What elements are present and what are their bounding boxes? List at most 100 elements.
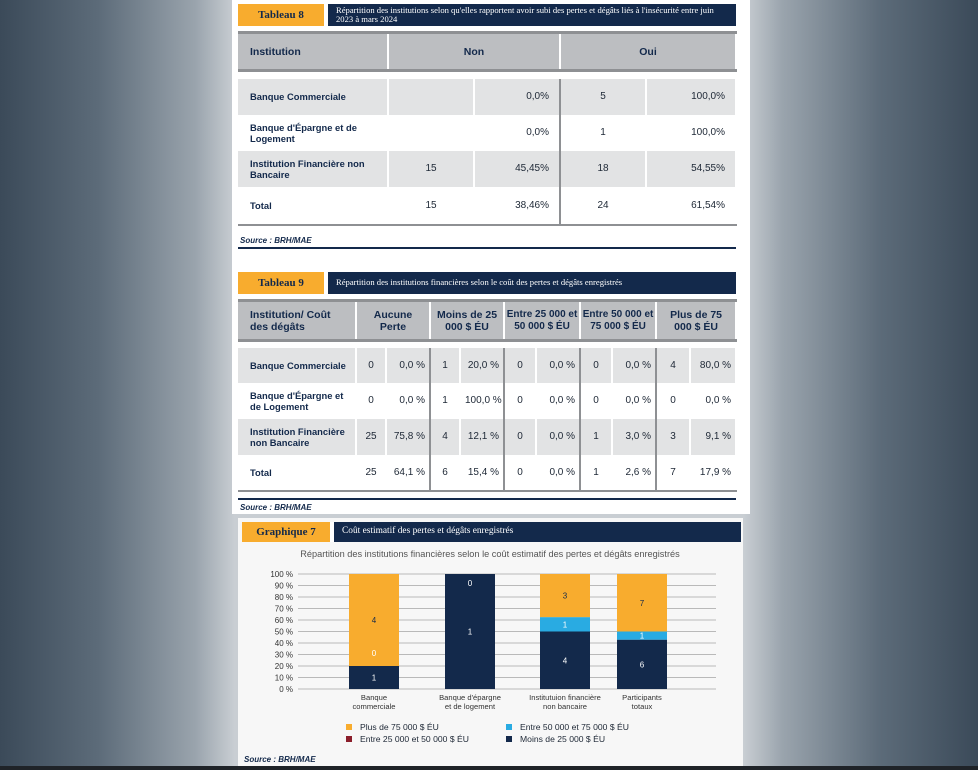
tableau8-table: Institution Non Oui Banque Commerciale 0… (238, 31, 738, 226)
cell: 0,0 % (536, 347, 582, 383)
cell: 15,4 % (460, 454, 506, 492)
graphique7-caption: Graphique 7 Coût estimatif des pertes et… (242, 522, 741, 542)
bar-segment (617, 574, 667, 632)
tableau9-header-plus: Plus de 75 000 $ ÉU (656, 299, 738, 342)
table-row-total: Total 25 64,1 % 6 15,4 % 0 0,0 % 1 2,6 % 7 17,9 % (238, 454, 738, 492)
table-row: Banque d'Épargne et de Logement 0,0% 1 1… (238, 114, 738, 151)
data-label: 7 (640, 599, 645, 608)
x-tick-label: Participants totaux (622, 693, 662, 711)
cell: 4 (430, 418, 461, 455)
cell: 0 (504, 347, 538, 383)
report-page-tables: Tableau 8 Répartition des institutions s… (232, 0, 750, 514)
tableau9-bottom-rule (238, 498, 736, 500)
y-tick-label: 40 % (275, 639, 293, 648)
cell: 0,0 % (536, 382, 582, 419)
y-tick-label: 30 % (275, 651, 293, 660)
data-label: 0 (372, 649, 377, 658)
cell: 80,0 % (690, 347, 738, 383)
screen-bottom-edge (0, 766, 978, 770)
cell: 1 (580, 418, 614, 455)
report-page-chart: Graphique 7 Coût estimatif des pertes et… (238, 518, 743, 766)
chart-title: Répartition des institutions financières… (300, 549, 680, 559)
data-label: 0 (468, 579, 473, 588)
cell: 61,54% (646, 186, 738, 226)
cell: 20,0 % (460, 347, 506, 383)
bar-segment (349, 574, 399, 666)
cell: 3 (656, 418, 692, 455)
cell: 100,0% (646, 78, 738, 115)
y-tick-label: 90 % (275, 582, 293, 591)
row-label: Institution Financière non Bancaire (238, 418, 357, 455)
cell: 75,8 % (386, 418, 431, 455)
x-tick-label: Banque commerciale (352, 693, 395, 711)
tableau9-header-25-50: Entre 25 000 et 50 000 $ ÉU (504, 299, 582, 342)
cell: 0,0 % (690, 382, 738, 419)
cell: 0,0 % (536, 454, 582, 492)
tableau8-spacer (238, 70, 738, 79)
x-tick-label: Banque d'épargne et de logement (439, 693, 501, 711)
cell: 1 (430, 382, 461, 419)
cell: 25 (356, 418, 387, 455)
bar-segment (540, 574, 590, 618)
data-label: 6 (640, 660, 645, 669)
tableau8-bottom-rule (238, 247, 736, 249)
graphique7-source: Source : BRH/MAE (244, 755, 316, 764)
data-label: 1 (468, 628, 473, 637)
data-label: 1 (372, 674, 377, 683)
cell: 15 (388, 150, 475, 187)
graphique7-title: Coût estimatif des pertes et dégâts enre… (330, 522, 741, 542)
cell: 18 (560, 150, 648, 187)
bar-segment (540, 617, 590, 632)
data-label: 3 (563, 592, 568, 601)
tableau8-header-institution: Institution (238, 31, 389, 72)
cell: 0,0 % (386, 382, 431, 419)
table-row: Institution Financière non Bancaire 25 75,… (238, 418, 738, 455)
legend-swatch (346, 724, 352, 730)
tableau9-tag: Tableau 9 (238, 272, 324, 294)
bar-segment (445, 574, 495, 689)
cell: 0 (580, 347, 614, 383)
cell: 45,45% (474, 150, 562, 187)
cell: 0,0% (474, 114, 562, 151)
tableau9-table: Institution/ Coût des dégâts Aucune Pert… (238, 299, 738, 492)
cell: 0,0 % (612, 382, 658, 419)
y-tick-label: 0 % (279, 685, 293, 694)
cell: 3,0 % (612, 418, 658, 455)
tableau8-header-non: Non (388, 31, 562, 72)
stacked-bar-chart: Répartition des institutions financières… (270, 549, 716, 744)
tableau9-header-moins: Moins de 25 000 $ ÉU (430, 299, 506, 342)
y-tick-label: 10 % (275, 674, 293, 683)
bar-segment (349, 666, 399, 689)
cell: 0 (580, 382, 614, 419)
tableau8-source: Source : BRH/MAE (240, 236, 312, 245)
cell: 54,55% (646, 150, 738, 187)
row-label: Institution Financière non Bancaire (238, 150, 389, 187)
legend-label: Moins de 25 000 $ ÉU (520, 734, 605, 744)
legend-label: Plus de 75 000 $ ÉU (360, 722, 439, 732)
cell: 0,0% (474, 78, 562, 115)
tableau9-source: Source : BRH/MAE (240, 503, 312, 512)
cell: 1 (580, 454, 614, 492)
cell: 9,1 % (690, 418, 738, 455)
cell: 12,1 % (460, 418, 506, 455)
cell: 5 (560, 78, 648, 115)
cell: 25 (356, 454, 387, 492)
tableau8-header-oui: Oui (560, 31, 738, 72)
cell: 100,0 % (460, 382, 506, 419)
row-label: Total (238, 454, 357, 492)
cell: 0 (356, 347, 387, 383)
cell: 15 (388, 186, 475, 226)
row-label: Banque Commerciale (238, 347, 357, 383)
y-tick-label: 80 % (275, 593, 293, 602)
y-tick-label: 100 % (270, 570, 293, 579)
cell: 7 (656, 454, 692, 492)
row-label: Total (238, 186, 389, 226)
row-label: Banque Commerciale (238, 78, 389, 115)
cell: 0 (504, 454, 538, 492)
legend-swatch (506, 724, 512, 730)
tableau9-header-institution: Institution/ Coût des dégâts (238, 299, 357, 342)
table-row: Institution Financière non Bancaire 15 4… (238, 150, 738, 187)
cell: 0,0 % (536, 418, 582, 455)
cell: 24 (560, 186, 648, 226)
cell: 17,9 % (690, 454, 738, 492)
